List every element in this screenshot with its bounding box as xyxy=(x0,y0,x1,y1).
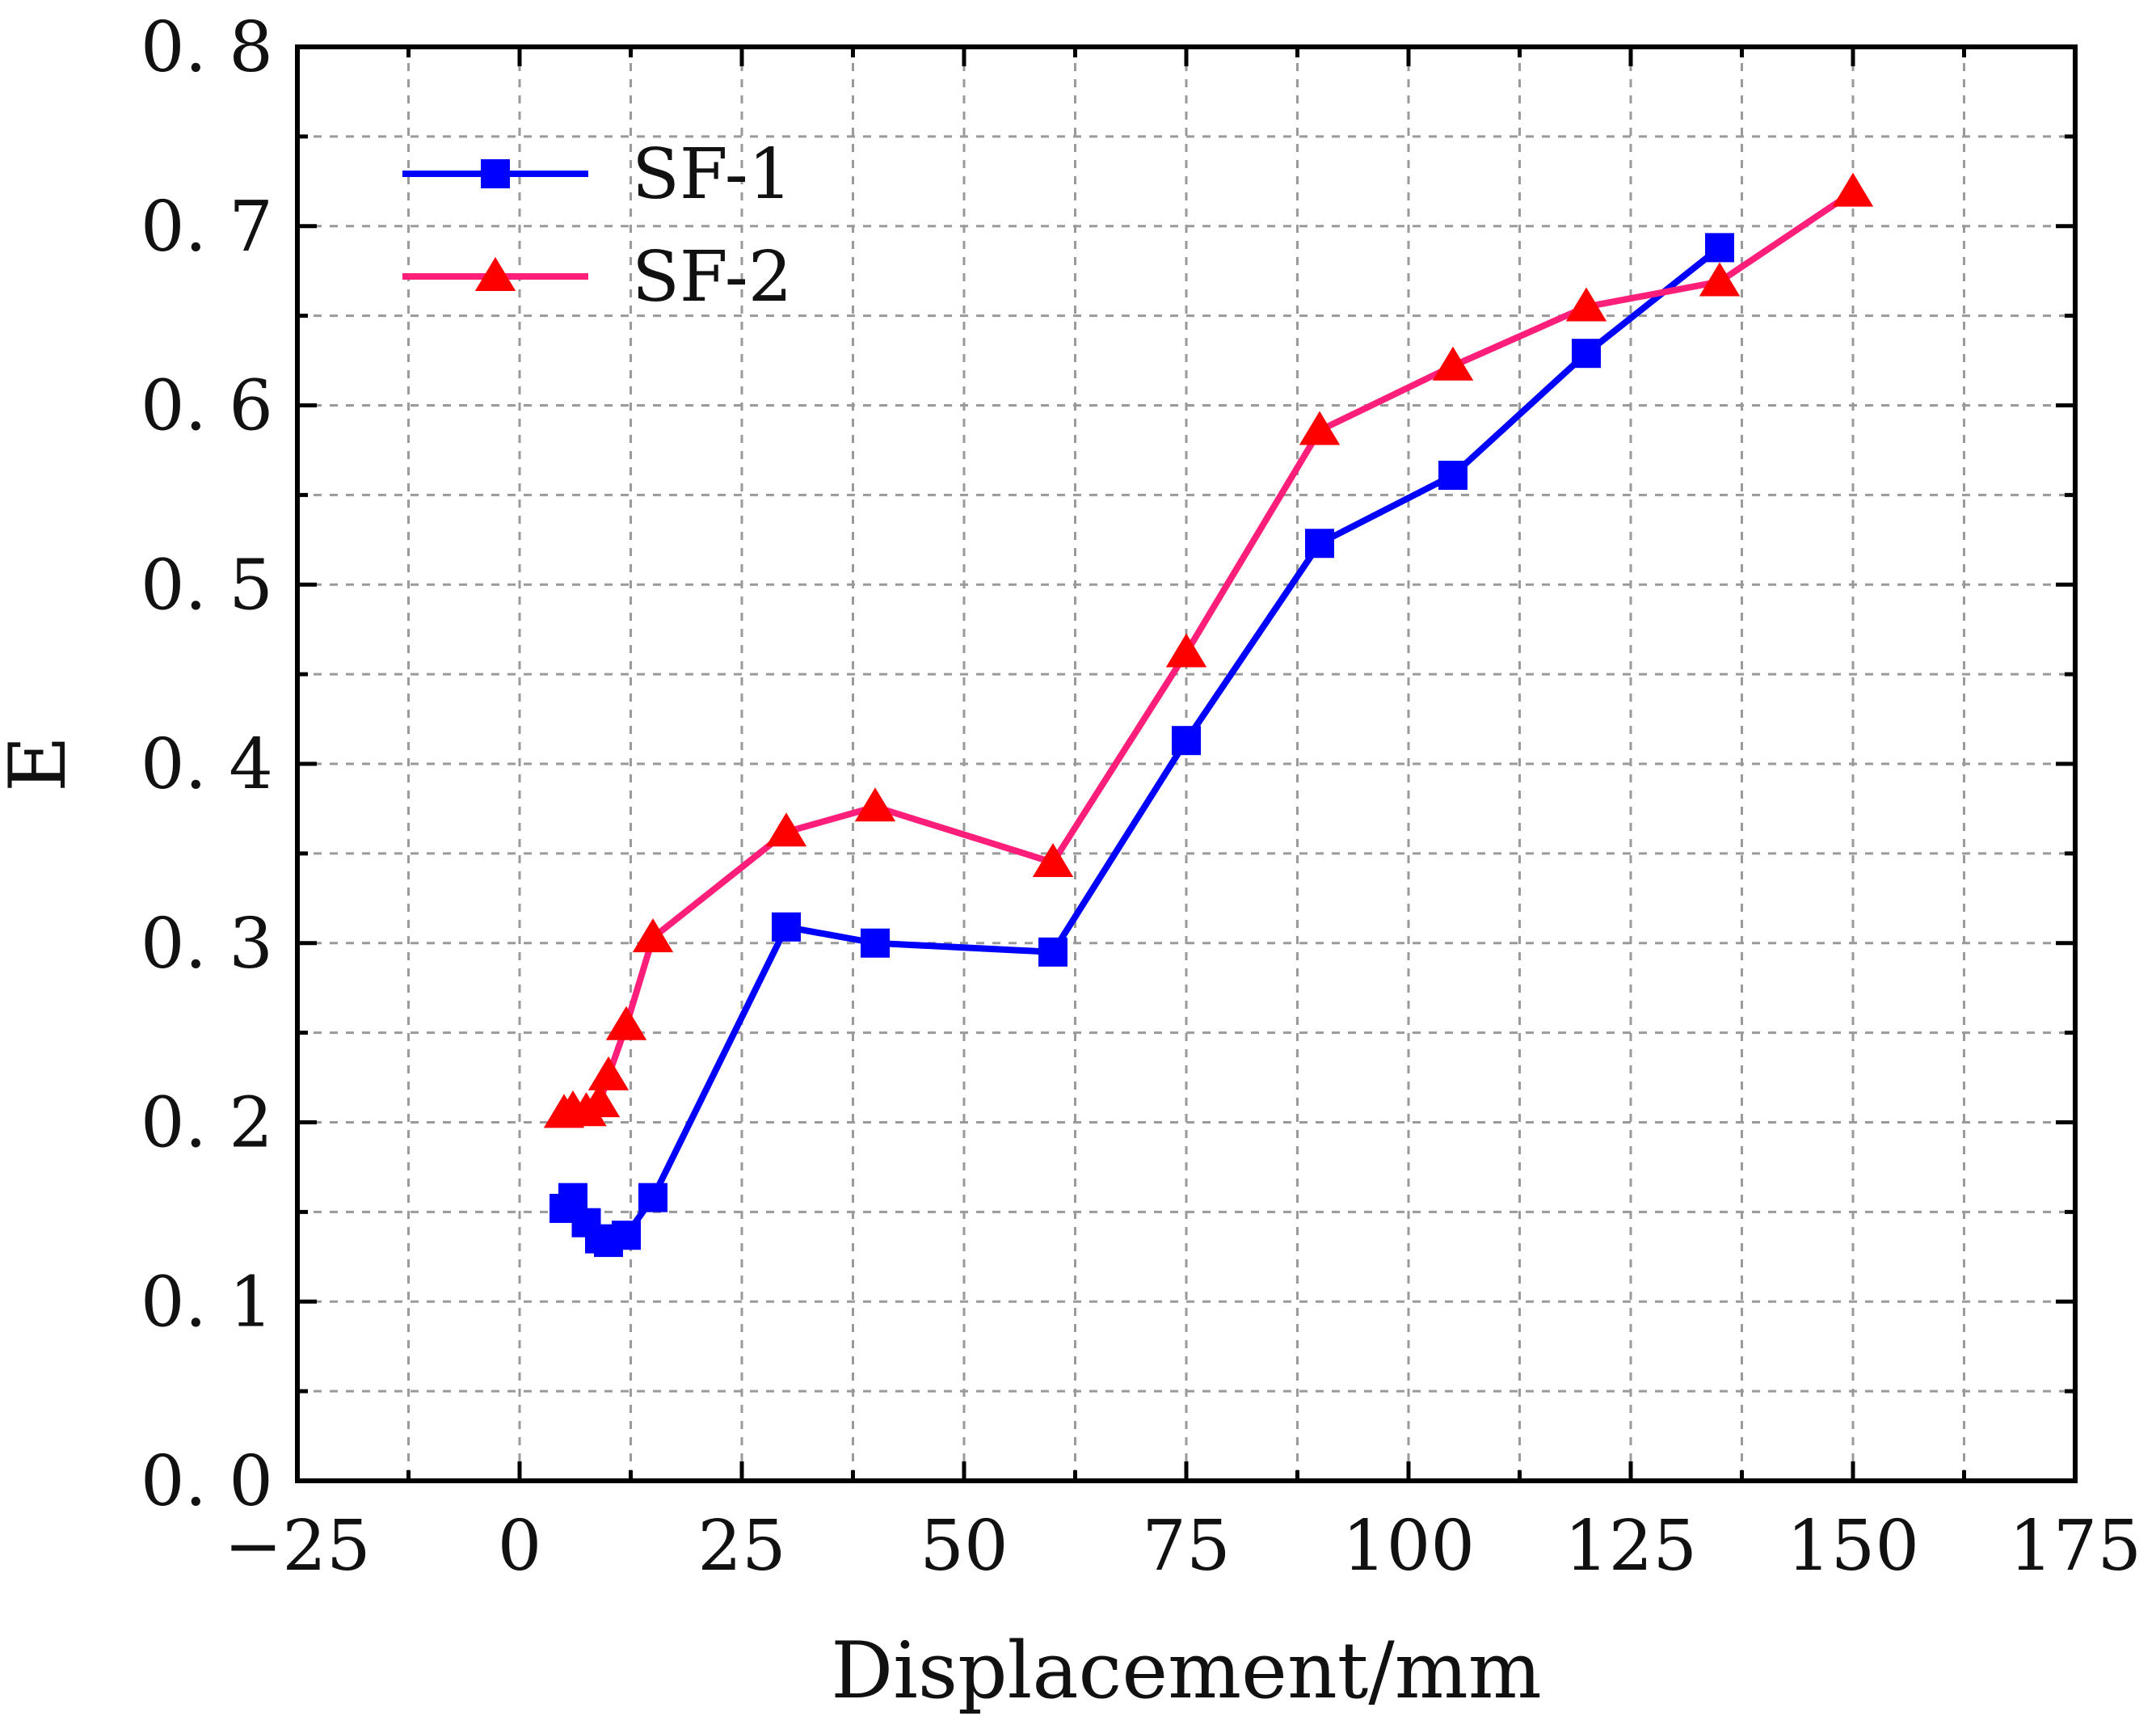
data-point-sf-2 xyxy=(632,918,674,953)
y-tick-label: 0. 3 xyxy=(141,904,273,985)
data-point-sf-1 xyxy=(638,1183,667,1212)
x-tick-label: −25 xyxy=(224,1506,371,1587)
data-point-sf-1 xyxy=(1438,460,1468,490)
data-point-sf-1 xyxy=(1572,339,1601,369)
x-axis-tick-labels: −25 0 25 50 75 100 125 150 175 xyxy=(224,1506,2141,1587)
x-tick-label: 125 xyxy=(1564,1506,1697,1587)
data-point-sf-1 xyxy=(1172,726,1201,756)
plot-frame xyxy=(295,44,2078,1483)
data-point-sf-1 xyxy=(1705,233,1734,263)
y-tick-label: 0. 5 xyxy=(141,545,273,626)
x-tick-label: 150 xyxy=(1787,1506,1919,1587)
x-tick-label: 50 xyxy=(920,1506,1008,1587)
data-point-sf-1 xyxy=(861,928,890,958)
y-tick-label: 0. 6 xyxy=(141,366,273,447)
data-point-sf-2 xyxy=(765,812,807,847)
data-point-sf-2 xyxy=(1699,262,1741,297)
data-point-sf-2 xyxy=(579,1083,621,1118)
data-point-sf-1 xyxy=(1038,937,1067,967)
data-point-sf-1 xyxy=(772,912,801,942)
y-tick-label: 0. 1 xyxy=(141,1262,273,1343)
data-point-sf-2 xyxy=(1032,842,1074,877)
series-layer xyxy=(543,172,1874,1258)
data-point-sf-1 xyxy=(612,1221,641,1250)
grid xyxy=(297,47,2075,1481)
x-tick-label: 75 xyxy=(1142,1506,1230,1587)
data-point-sf-2 xyxy=(1565,287,1607,322)
data-point-sf-1 xyxy=(1305,529,1334,559)
data-point-sf-2 xyxy=(854,787,896,822)
legend-marker-sf-1 xyxy=(481,159,510,188)
legend-label-sf-1: SF-1 xyxy=(632,134,793,215)
legend-marker-sf-2 xyxy=(474,257,516,291)
y-tick-label: 0. 2 xyxy=(141,1083,273,1164)
data-point-sf-2 xyxy=(587,1056,630,1090)
data-point-sf-2 xyxy=(605,1006,647,1040)
data-point-sf-2 xyxy=(1432,346,1474,381)
x-tick-label: 25 xyxy=(697,1506,785,1587)
y-tick-label: 0. 0 xyxy=(141,1441,273,1522)
x-axis-title: Displacement/mm xyxy=(831,1625,1542,1716)
legend: SF-1 SF-2 xyxy=(402,134,793,318)
y-axis-title: E xyxy=(0,736,83,792)
y-tick-label: 0. 7 xyxy=(141,187,273,268)
series-sf-2 xyxy=(543,172,1874,1128)
data-point-sf-1 xyxy=(558,1183,587,1212)
x-tick-label: 100 xyxy=(1342,1506,1475,1587)
x-tick-label: 0 xyxy=(498,1506,542,1587)
series-sf-1 xyxy=(550,233,1734,1258)
data-point-sf-2 xyxy=(1165,633,1207,668)
y-axis-tick-labels: 0. 0 0. 1 0. 2 0. 3 0. 4 0. 5 0. 6 0. 7 0. 8 xyxy=(141,7,273,1522)
y-tick-label: 0. 4 xyxy=(141,724,273,805)
data-point-sf-2 xyxy=(1299,411,1341,445)
x-tick-label: 175 xyxy=(2009,1506,2141,1587)
y-tick-label: 0. 8 xyxy=(141,7,273,88)
data-point-sf-2 xyxy=(1832,172,1874,207)
legend-label-sf-2: SF-2 xyxy=(632,237,793,318)
